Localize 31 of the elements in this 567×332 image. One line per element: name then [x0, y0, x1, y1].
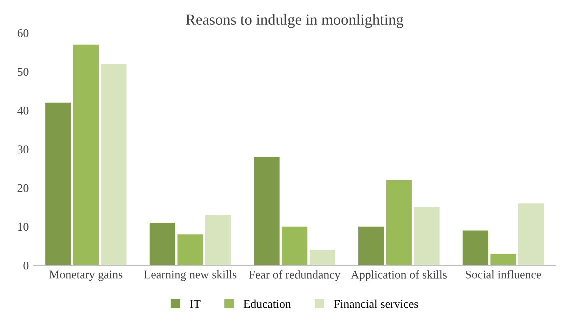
x-tick-label: Monetary gains	[50, 270, 123, 282]
bar	[254, 157, 280, 266]
chart-title: Reasons to indulge in moonlighting	[186, 14, 404, 28]
x-tick-label: Application of skills	[351, 270, 447, 282]
bar	[101, 64, 127, 266]
y-tick-label: 50	[18, 68, 29, 76]
bar	[414, 208, 440, 266]
bar	[462, 230, 488, 266]
x-tick-label: Learning new skills	[144, 270, 237, 282]
x-tick-label: Fear of redundancy	[249, 270, 341, 282]
y-tick-label: 30	[18, 146, 29, 154]
bar	[282, 226, 308, 266]
y-tick-label: 60	[18, 29, 29, 38]
legend-label: Education	[244, 300, 292, 308]
bar	[73, 44, 99, 266]
bar	[206, 215, 232, 266]
bar	[518, 204, 544, 266]
bar	[310, 250, 336, 266]
bar	[150, 222, 176, 266]
bar	[386, 180, 412, 266]
bar	[490, 254, 516, 266]
y-tick-label: 20	[18, 184, 29, 192]
x-tick-label: Social influence	[466, 270, 542, 279]
legend-label: Financial services	[334, 300, 418, 308]
y-tick-label: 40	[18, 106, 29, 115]
y-tick-label: 0	[24, 262, 29, 270]
bar	[46, 102, 72, 266]
bar	[178, 234, 204, 266]
bar	[358, 226, 384, 266]
y-tick-label: 10	[18, 223, 29, 232]
legend-label: IT	[190, 300, 201, 308]
